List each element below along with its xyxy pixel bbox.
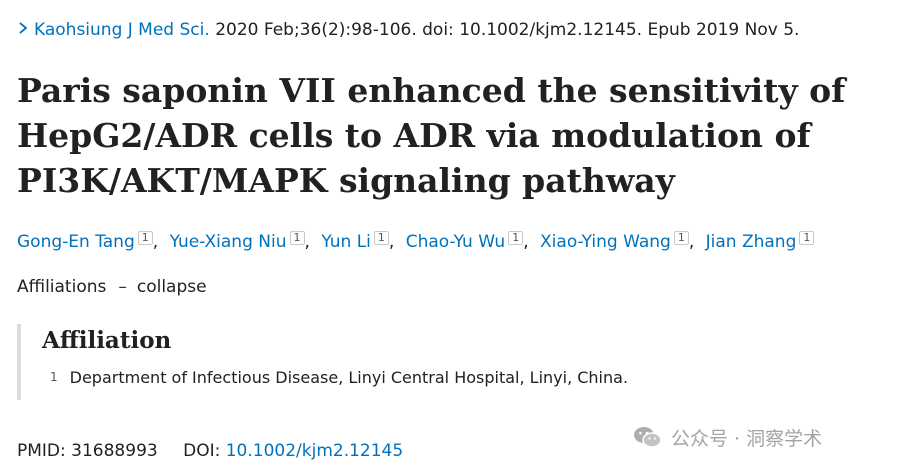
watermark-text: 公众号 · 洞察学术 bbox=[671, 428, 823, 450]
author-link[interactable]: Gong-En Tang bbox=[17, 232, 135, 252]
article-title: Paris saponin VII enhanced the sensitivi… bbox=[17, 71, 846, 200]
author-item: Gong-En Tang 1, bbox=[17, 231, 159, 252]
affiliation-ref[interactable]: 1 bbox=[289, 231, 305, 245]
doi-label: DOI: bbox=[183, 441, 221, 461]
citation-line: Kaohsiung J Med Sci. 2020 Feb;36(2):98-1… bbox=[18, 20, 799, 40]
authors-list: Gong-En Tang 1, Yue-Xiang Niu 1, Yun Li 1, … bbox=[17, 231, 815, 252]
affiliations-label: Affiliations bbox=[17, 277, 107, 297]
chevron-right-icon[interactable] bbox=[18, 20, 28, 40]
author-link[interactable]: Xiao-Ying Wang bbox=[540, 232, 671, 252]
affiliation-ref[interactable]: 1 bbox=[373, 231, 389, 245]
pmid-label: PMID: bbox=[17, 441, 66, 461]
affiliation-heading: Affiliation bbox=[42, 327, 172, 354]
author-link[interactable]: Yue-Xiang Niu bbox=[169, 232, 287, 252]
affiliation-panel: Affiliation 1 Department of Infectious Di… bbox=[17, 324, 862, 400]
author-item: Xiao-Ying Wang 1, bbox=[540, 231, 695, 252]
collapse-dash: – bbox=[118, 277, 127, 297]
author-item: Yun Li 1, bbox=[321, 231, 395, 252]
affiliation-number: 1 bbox=[50, 370, 58, 384]
journal-link[interactable]: Kaohsiung J Med Sci. bbox=[34, 20, 210, 40]
watermark: 公众号 · 洞察学术 bbox=[633, 424, 822, 454]
collapse-button[interactable]: collapse bbox=[136, 277, 207, 297]
author-item: Yue-Xiang Niu 1, bbox=[169, 231, 310, 252]
author-item: Jian Zhang 1 bbox=[705, 231, 815, 252]
citation-details: 2020 Feb;36(2):98-106. doi: 10.1002/kjm2… bbox=[215, 20, 800, 40]
author-link[interactable]: Yun Li bbox=[321, 232, 371, 252]
affiliation-ref[interactable]: 1 bbox=[137, 231, 153, 245]
doi-link[interactable]: 10.1002/kjm2.12145 bbox=[225, 441, 404, 461]
affiliation-ref[interactable]: 1 bbox=[673, 231, 689, 245]
author-link[interactable]: Jian Zhang bbox=[705, 232, 797, 252]
wechat-icon bbox=[633, 425, 663, 454]
affiliation-text: Department of Infectious Disease, Linyi … bbox=[69, 368, 629, 387]
pmid-value: 31688993 bbox=[71, 441, 158, 461]
affiliations-toggle[interactable]: Affiliations – collapse bbox=[17, 277, 207, 297]
affiliation-ref[interactable]: 1 bbox=[799, 231, 815, 245]
author-item: Chao-Yu Wu 1, bbox=[405, 231, 529, 252]
identifiers: PMID: 31688993 DOI: 10.1002/kjm2.12145 bbox=[17, 441, 403, 461]
affiliation-item: 1 Department of Infectious Disease, Linyi… bbox=[42, 368, 862, 387]
author-link[interactable]: Chao-Yu Wu bbox=[405, 232, 506, 252]
affiliation-ref[interactable]: 1 bbox=[508, 231, 524, 245]
